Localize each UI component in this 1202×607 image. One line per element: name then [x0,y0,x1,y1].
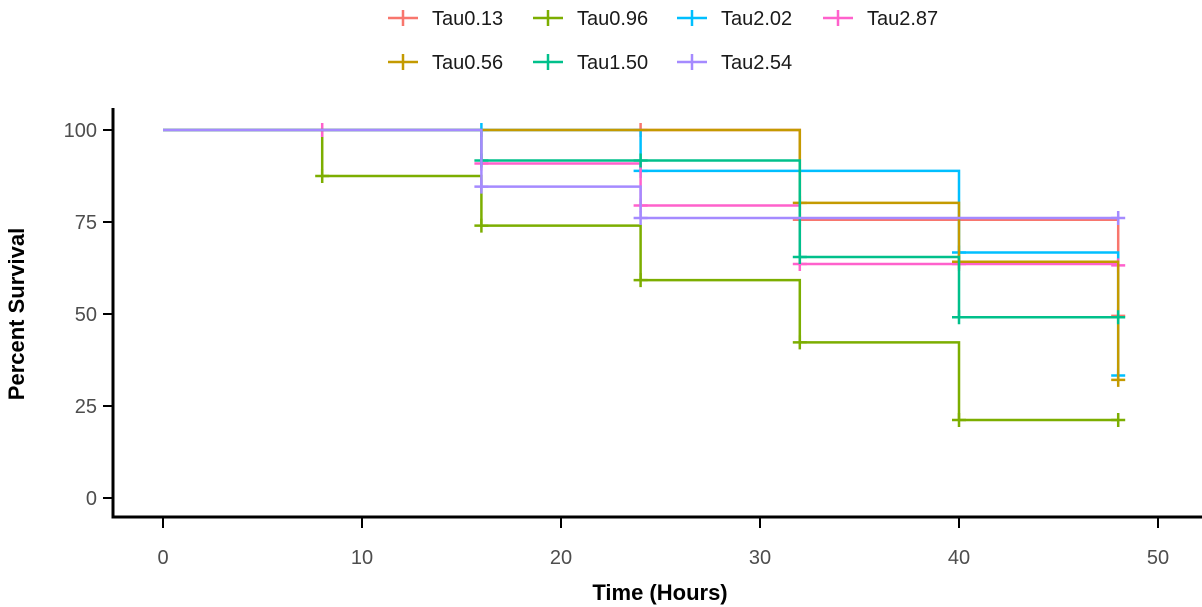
series-Tau1.50 [163,128,1126,325]
x-tick-label: 40 [948,547,970,569]
legend-key [677,10,707,26]
legend-label: Tau0.96 [577,8,648,30]
plot-area [163,123,1126,427]
censor-mark [1111,310,1126,325]
y-tick-label: 50 [75,304,97,326]
x-tick-label: 50 [1147,547,1169,569]
censor-mark [792,335,807,350]
legend: Tau0.13 Tau0.96 Tau2.02 Tau2.87 Tau0.56 Tau1.… [388,8,938,74]
series-line [163,128,1119,422]
legend-item: Tau0.13 [388,8,503,30]
legend-key [677,54,707,70]
legend-label: Tau2.02 [721,8,792,30]
legend-item: Tau0.56 [388,52,503,74]
censor-mark [633,153,648,168]
legend-label: Tau2.87 [867,8,938,30]
censor-mark [633,210,648,225]
legend-key [388,10,418,26]
legend-item: Tau2.02 [677,8,792,30]
legend-item: Tau2.54 [677,52,792,74]
censor-mark [1111,372,1126,387]
x-tick-label: 20 [550,547,572,569]
series-line [163,128,1120,380]
censor-mark [792,249,807,264]
x-axis-title: Time (Hours) [592,580,727,605]
y-tick-label: 0 [86,488,97,510]
legend-key [533,54,563,70]
legend-item: Tau0.96 [533,8,648,30]
legend-item: Tau2.87 [823,8,938,30]
legend-key [388,54,418,70]
censor-mark [1111,210,1126,225]
legend-key [823,10,853,26]
series-Tau2.87 [163,123,1126,273]
y-tick-label: 100 [64,120,97,142]
legend-key [533,10,563,26]
legend-label: Tau1.50 [577,52,648,74]
y-axis-title: Percent Survival [4,228,29,400]
y-tick-label: 75 [75,212,97,234]
censor-mark [474,179,489,194]
series-Tau0.56 [163,128,1126,387]
x-tick-label: 0 [157,547,168,569]
legend-label: Tau2.54 [721,52,792,74]
legend-label: Tau0.56 [432,52,503,74]
legend-label: Tau0.13 [432,8,503,30]
censor-mark [315,169,330,183]
axes [111,108,1202,519]
censor-mark [633,273,648,288]
censor-mark [952,310,966,325]
censor-mark [952,412,966,427]
y-tick-label: 25 [75,396,97,418]
series-Tau0.96 [163,128,1126,427]
series-line [163,128,1119,220]
censor-mark [1111,412,1126,427]
x-tick-label: 10 [351,547,373,569]
censor-mark [474,218,489,233]
series-Tau2.54 [163,128,1126,225]
legend-item: Tau1.50 [533,52,648,74]
series-Tau0.13 [163,123,1126,323]
ticks: 0 25 50 75 100 0 10 20 30 40 50 [64,120,1170,569]
x-tick-label: 30 [749,547,771,569]
series-Tau2.02 [163,123,1126,383]
